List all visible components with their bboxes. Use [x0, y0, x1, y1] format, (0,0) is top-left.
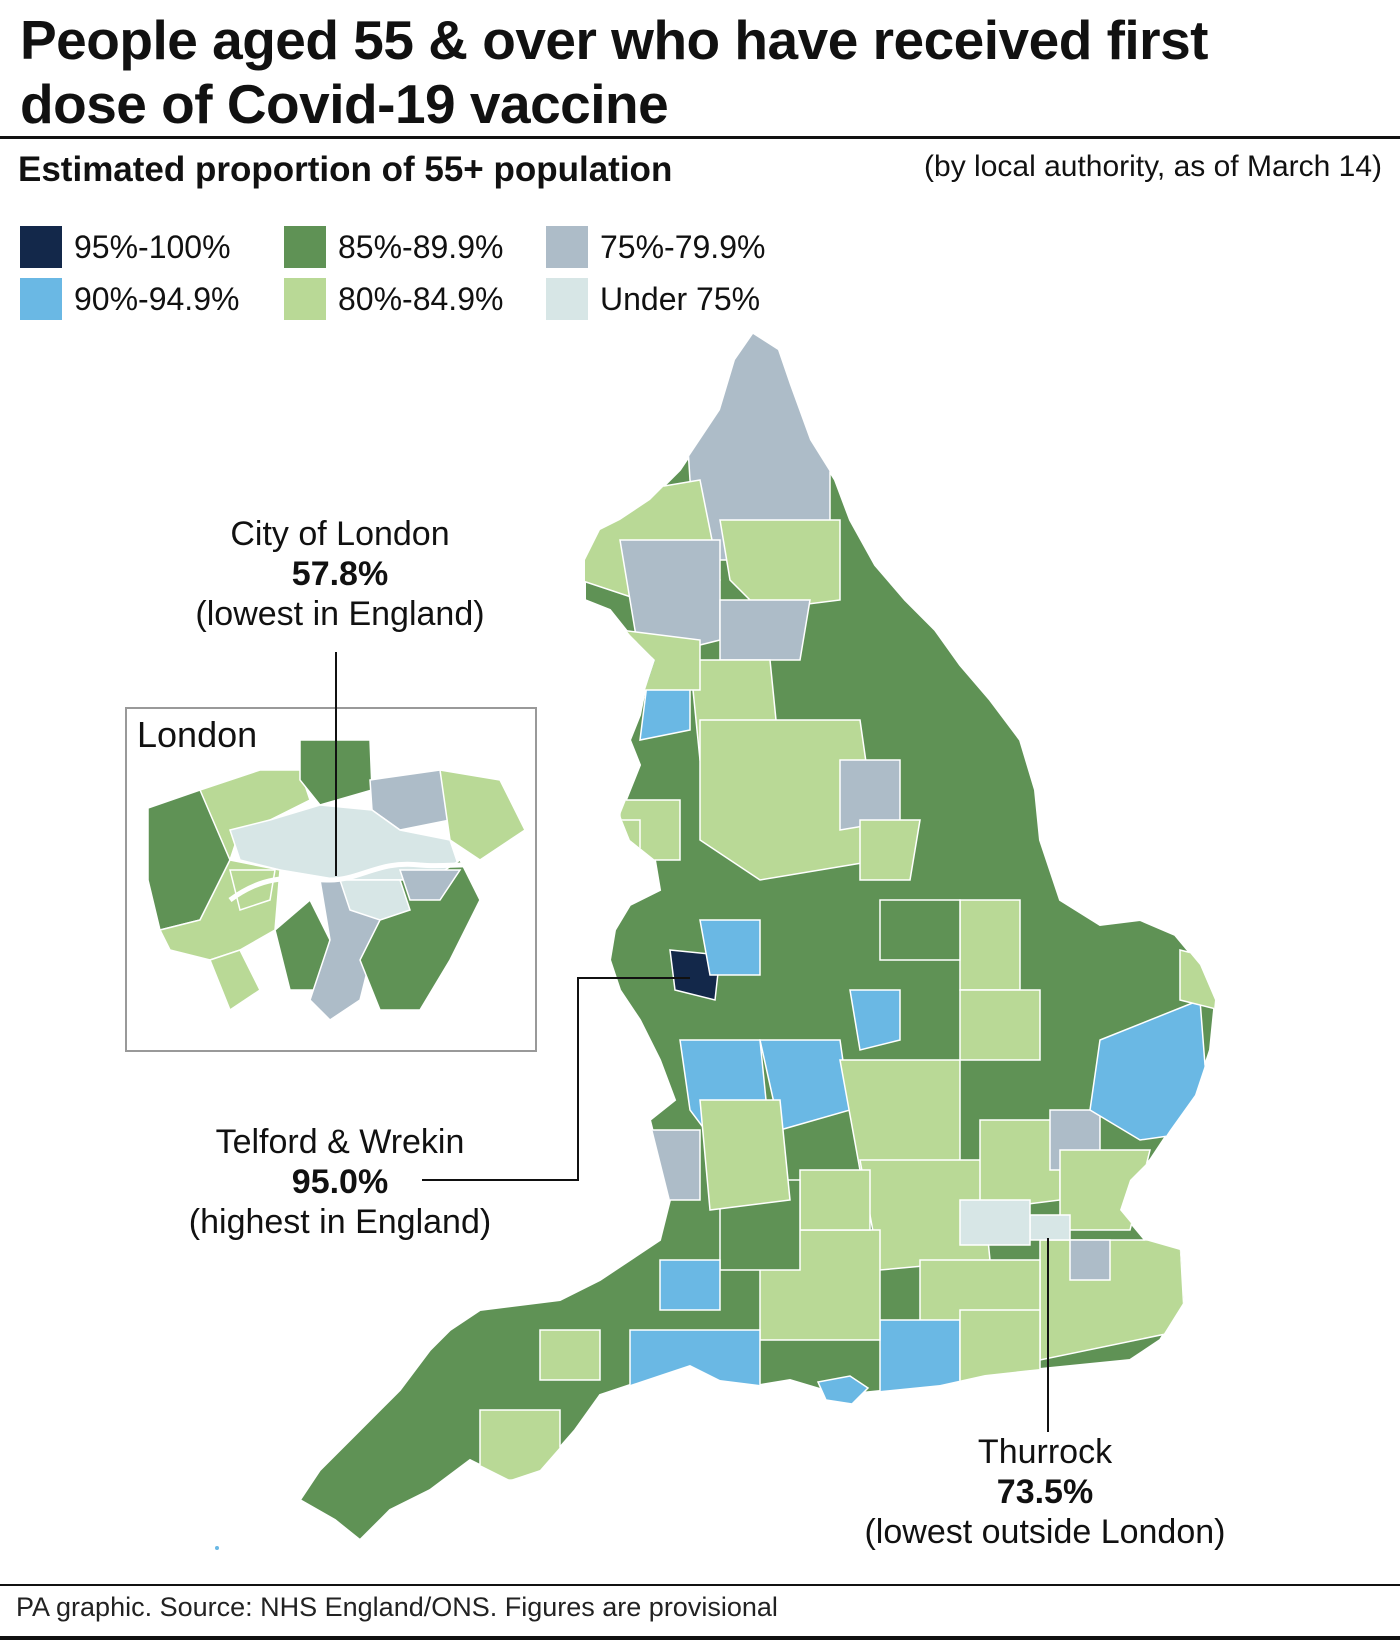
legend-label: 95%-100%: [74, 228, 231, 265]
callout-value: 95.0%: [291, 1163, 389, 1201]
region-somerset-n: [659, 1259, 721, 1311]
region-west-yorks: [699, 719, 881, 881]
callout-value: 57.8%: [291, 555, 389, 593]
region-norfolk-coast: [1179, 949, 1215, 1011]
region-leicester: [849, 989, 901, 1051]
legend-label: 85%-89.9%: [338, 228, 504, 265]
callout-telford: Telford & Wrekin 95.0% (highest in Engla…: [160, 1122, 520, 1242]
region-sheffield: [859, 819, 921, 881]
region-essex: [1059, 1149, 1151, 1231]
legend-item-85-89: 85%-89.9%: [284, 226, 503, 268]
date-note: (by local authority, as of March 14): [924, 150, 1382, 183]
legend-label: 75%-79.9%: [600, 228, 766, 265]
callout-thurrock: Thurrock 73.5% (lowest outside London): [830, 1432, 1260, 1552]
callout-name: City of London: [230, 515, 450, 553]
region-stoke: [699, 919, 761, 976]
footer-divider: [0, 1584, 1400, 1586]
legend-label: Under 75%: [600, 280, 761, 317]
legend-item-95-100: 95%-100%: [20, 226, 231, 268]
title-divider: [0, 136, 1400, 139]
region-fylde: [609, 819, 641, 861]
callout-note: (highest in England): [188, 1203, 492, 1241]
london-inset-title: London: [137, 714, 258, 755]
region-lincs-south: [959, 989, 1041, 1061]
region-northants: [839, 1059, 961, 1171]
legend-item-90-94: 90%-94.9%: [20, 278, 239, 320]
region-medway: [1069, 1239, 1111, 1281]
legend-item-75-79: 75%-79.9%: [546, 226, 765, 268]
london-inset-map: [147, 739, 526, 1021]
region-devon-south: [479, 1409, 561, 1481]
chart-title: People aged 55 & over who have received …: [20, 9, 1208, 135]
legend-swatch: [20, 226, 62, 268]
region-bristol: [639, 1129, 701, 1201]
thames-river: [228, 861, 501, 903]
region-east-midlands: [959, 899, 1021, 991]
region-teesside: [719, 599, 811, 661]
region-dorset: [629, 1329, 761, 1396]
legend-swatch: [284, 278, 326, 320]
region-yorkshire-dales: [619, 629, 701, 691]
region-notts: [879, 899, 961, 961]
source-note: PA graphic. Source: NHS England/ONS. Fig…: [16, 1592, 778, 1622]
region-kent: [1039, 1239, 1186, 1361]
region-thurrock: [1029, 1214, 1071, 1241]
callout-note: (lowest in England): [195, 595, 485, 633]
region-berks: [799, 1169, 871, 1231]
isle-of-wight: [816, 1375, 870, 1405]
region-herts: [979, 1119, 1061, 1211]
england-map: [125, 332, 1217, 1550]
callout-city-of-london: City of London 57.8% (lowest in England): [170, 514, 510, 634]
legend-swatch: [546, 278, 588, 320]
callout-value: 73.5%: [996, 1473, 1094, 1511]
legend-item-under-75: Under 75%: [546, 278, 760, 320]
callout-name: Telford & Wrekin: [215, 1123, 465, 1161]
callout-name: Thurrock: [977, 1433, 1113, 1471]
legend-label: 90%-94.9%: [74, 280, 240, 317]
legend-label: 80%-84.9%: [338, 280, 504, 317]
legend-swatch: [284, 226, 326, 268]
subtitle: Estimated proportion of 55+ population: [18, 150, 673, 189]
legend-swatch: [20, 278, 62, 320]
region-london: [959, 1199, 1031, 1246]
leader-telford: [422, 977, 690, 1181]
bottom-divider: [0, 1636, 1400, 1640]
legend-swatch: [546, 226, 588, 268]
region-devon-east: [539, 1329, 601, 1381]
region-gloucs: [699, 1099, 791, 1211]
isles-of-scilly: [215, 1546, 219, 1550]
legend-item-80-84: 80%-84.9%: [284, 278, 503, 320]
callout-note: (lowest outside London): [864, 1513, 1226, 1551]
